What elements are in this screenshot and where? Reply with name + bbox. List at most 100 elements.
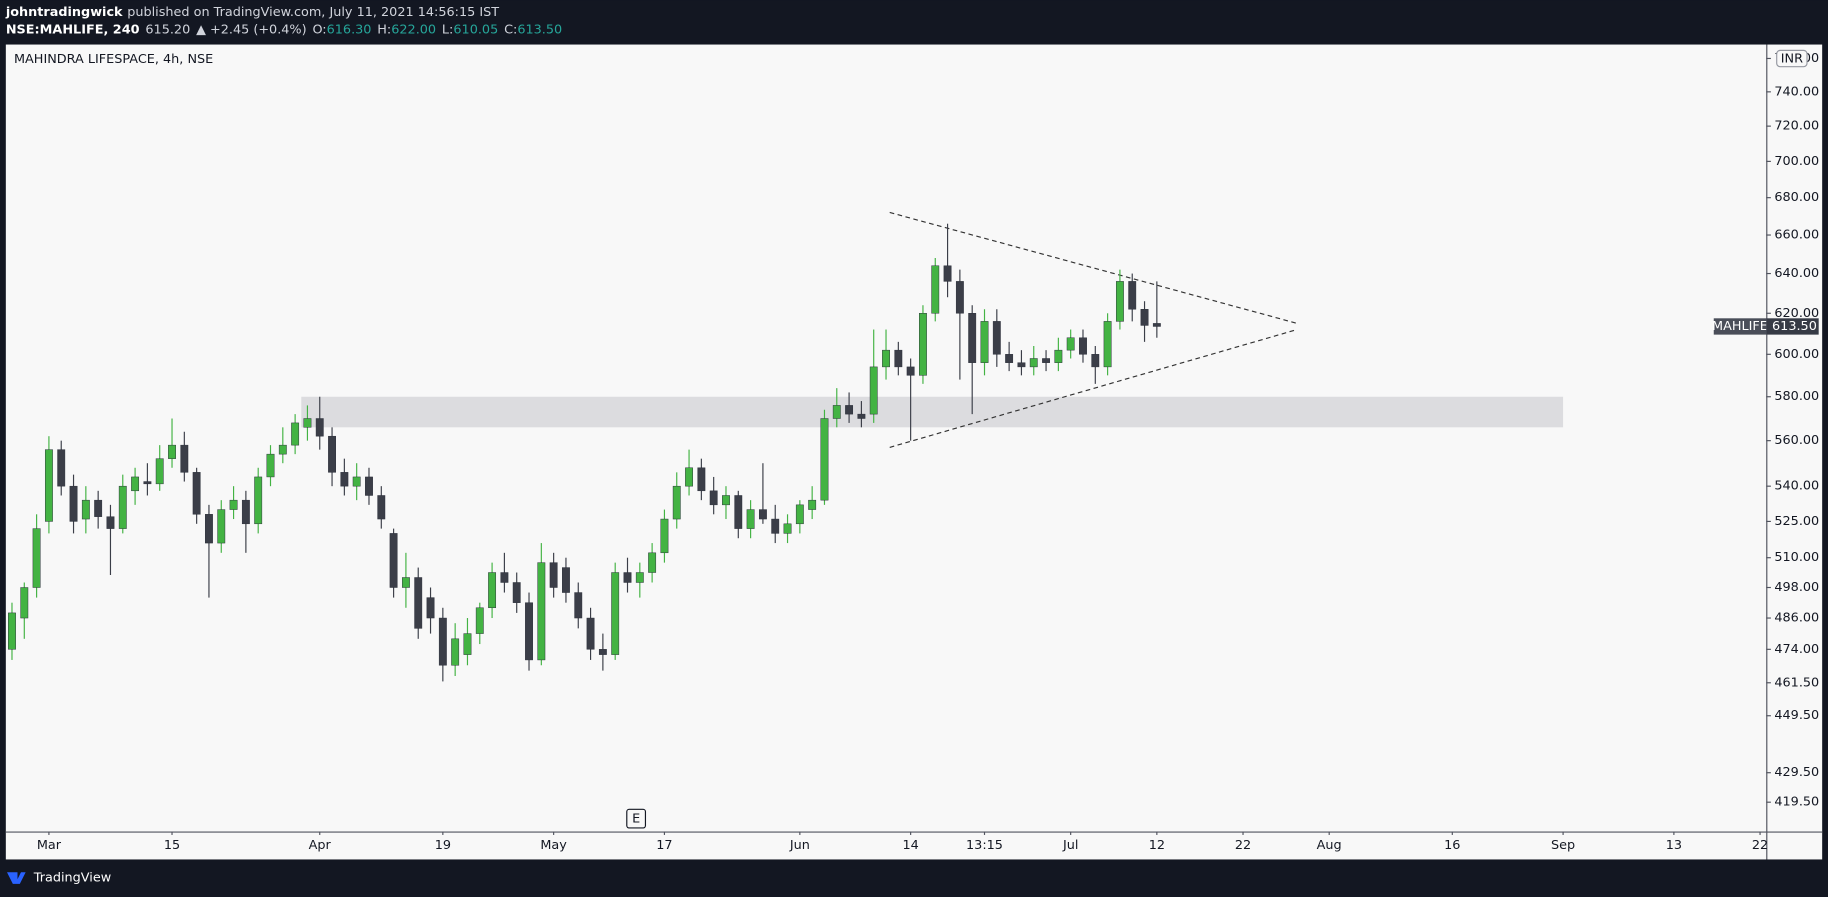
ohlc-value: 622.00 xyxy=(391,22,436,37)
logo xyxy=(6,872,26,884)
candle-body xyxy=(894,349,903,368)
candle-body xyxy=(1029,358,1038,368)
candle-body xyxy=(131,476,140,492)
ohlc-label: C: xyxy=(504,22,517,37)
x-tick-label: Jul xyxy=(1062,838,1078,853)
candle-body xyxy=(722,495,730,506)
candle-body xyxy=(377,495,386,520)
candle-body xyxy=(660,518,669,554)
candle-body xyxy=(438,617,447,666)
chart-pane xyxy=(5,44,1823,860)
candle-body xyxy=(303,418,312,428)
author: johntradingwick xyxy=(5,4,123,19)
candle-body xyxy=(426,597,435,619)
x-tick-label: 17 xyxy=(656,838,672,853)
y-tick-label: 620.00 xyxy=(1774,306,1819,321)
candle-body xyxy=(94,499,103,517)
y-tick-label: 600.00 xyxy=(1774,347,1819,362)
currency-badge-bg xyxy=(1776,49,1808,68)
candle-body xyxy=(943,265,952,282)
candle-body xyxy=(697,467,706,492)
candle-body xyxy=(525,602,533,661)
candle-body xyxy=(1017,362,1026,368)
candle-body xyxy=(1091,354,1100,368)
candle-body xyxy=(340,472,349,487)
candle-body xyxy=(352,476,361,487)
chart-title: MAHINDRA LIFESPACE, 4h, NSE xyxy=(14,52,213,67)
y-tick-label: 429.50 xyxy=(1774,765,1819,780)
candle-body xyxy=(746,509,755,529)
trendline xyxy=(889,328,1298,448)
ohlc-label: L: xyxy=(442,22,453,37)
header-line-2: NSE:MAHLIFE, 240 615.20 ▲ +2.45 (+0.4%) O:6… xyxy=(6,22,562,37)
candle-body xyxy=(328,435,336,473)
candle-body xyxy=(709,490,718,506)
candle-body xyxy=(931,265,940,314)
x-tick-label: 22 xyxy=(1235,838,1251,853)
candle-body xyxy=(488,572,497,609)
change: ▲ +2.45 (+0.4%) xyxy=(196,22,307,37)
y-tick-label: 474.00 xyxy=(1774,642,1819,657)
candle-body xyxy=(1140,309,1149,326)
candle-body xyxy=(315,418,324,437)
candle-body xyxy=(365,476,373,496)
y-tick-label: 580.00 xyxy=(1774,389,1819,404)
candle-body xyxy=(44,449,53,522)
candle-body xyxy=(81,499,90,520)
candle-body xyxy=(771,518,780,534)
candle-body xyxy=(562,567,570,593)
candle-body xyxy=(32,528,41,588)
ohlc-label: H: xyxy=(377,22,391,37)
candle-body xyxy=(845,405,854,415)
x-tick-label: 12 xyxy=(1149,838,1165,853)
candle-body xyxy=(254,476,263,525)
candle-body xyxy=(783,523,792,534)
x-tick-label: 19 xyxy=(435,838,451,853)
y-tick-label: 449.50 xyxy=(1774,708,1819,723)
candle-body xyxy=(205,514,213,544)
x-tick-label: Apr xyxy=(309,838,332,853)
currency: INR xyxy=(1781,52,1803,67)
y-tick-label: 540.00 xyxy=(1774,479,1819,494)
candle-body xyxy=(475,607,484,634)
candle-body xyxy=(155,458,164,485)
trendline xyxy=(889,211,1298,324)
y-tick-label: 680.00 xyxy=(1774,190,1819,205)
candle-body xyxy=(118,485,127,529)
candle-body xyxy=(500,572,509,583)
candle-body xyxy=(919,313,927,376)
candle-body xyxy=(291,422,300,446)
y-tick-label: 700.00 xyxy=(1774,154,1819,169)
candle-body xyxy=(808,499,817,510)
candle-body xyxy=(1005,354,1014,363)
candle-body xyxy=(685,467,693,487)
candle-body xyxy=(574,592,583,619)
candle-body xyxy=(143,481,152,485)
price-tag-bg xyxy=(1766,318,1819,335)
brand: TradingView xyxy=(33,871,111,886)
candle-body xyxy=(401,577,410,588)
y-tick-label: 740.00 xyxy=(1774,84,1819,99)
candle-body xyxy=(180,444,189,473)
candle-body xyxy=(758,509,767,520)
y-tick-label: 660.00 xyxy=(1774,228,1819,243)
ohlc-value: 613.50 xyxy=(517,22,562,37)
y-tick-label: 560.00 xyxy=(1774,433,1819,448)
x-tick-label: 15 xyxy=(164,838,180,853)
x-tick-label: Mar xyxy=(37,838,62,853)
y-tick-label: 461.50 xyxy=(1774,675,1819,690)
candle-body xyxy=(1079,337,1087,355)
event-marker xyxy=(626,808,647,829)
candle-body xyxy=(968,313,977,363)
candle-body xyxy=(57,449,66,487)
ohlc-value: 616.30 xyxy=(327,22,372,37)
candle-body xyxy=(992,321,1001,355)
candle-body xyxy=(869,366,878,415)
candle-body xyxy=(537,562,546,661)
zone xyxy=(301,396,1564,428)
y-tick-label: 486.00 xyxy=(1774,611,1819,626)
candle-body xyxy=(1042,358,1050,363)
candle-body xyxy=(1103,321,1112,368)
candle-body xyxy=(389,533,398,588)
